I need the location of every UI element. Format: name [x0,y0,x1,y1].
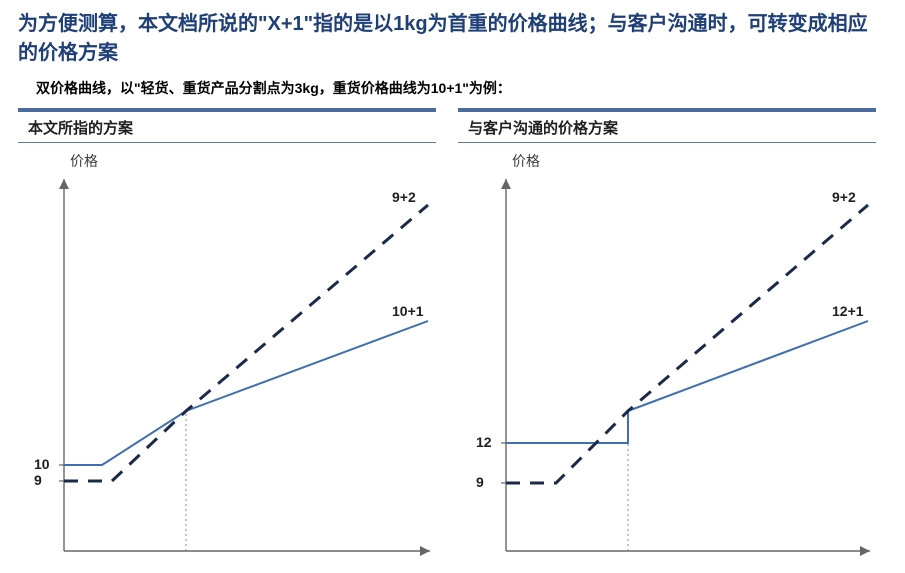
chart-right: 价格1299+212+1 [458,143,876,573]
chart-panels: 本文所指的方案 价格1099+210+1 与客户沟通的价格方案 价格1299+2… [18,108,887,573]
page-subtitle: 双价格曲线，以"轻货、重货产品分割点为3kg，重货价格曲线为10+1"为例： [36,78,887,98]
y-tick-label: 10 [34,456,50,472]
panel-header-left: 本文所指的方案 [18,108,436,143]
chart-svg [18,143,436,573]
series-label: 9+2 [392,189,416,205]
chart-left: 价格1099+210+1 [18,143,436,573]
series-label: 12+1 [832,303,864,319]
series-label: 10+1 [392,303,424,319]
y-tick-label: 12 [476,434,492,450]
panel-header-right: 与客户沟通的价格方案 [458,108,876,143]
chart-svg [458,143,876,573]
y-tick-label: 9 [476,474,484,490]
panel-left: 本文所指的方案 价格1099+210+1 [18,108,436,573]
panel-right: 与客户沟通的价格方案 价格1299+212+1 [458,108,876,573]
y-tick-label: 9 [34,472,42,488]
series-label: 9+2 [832,189,856,205]
page-title: 为方便测算，本文档所说的"X+1"指的是以1kg为首重的价格曲线；与客户沟通时，… [18,10,887,68]
